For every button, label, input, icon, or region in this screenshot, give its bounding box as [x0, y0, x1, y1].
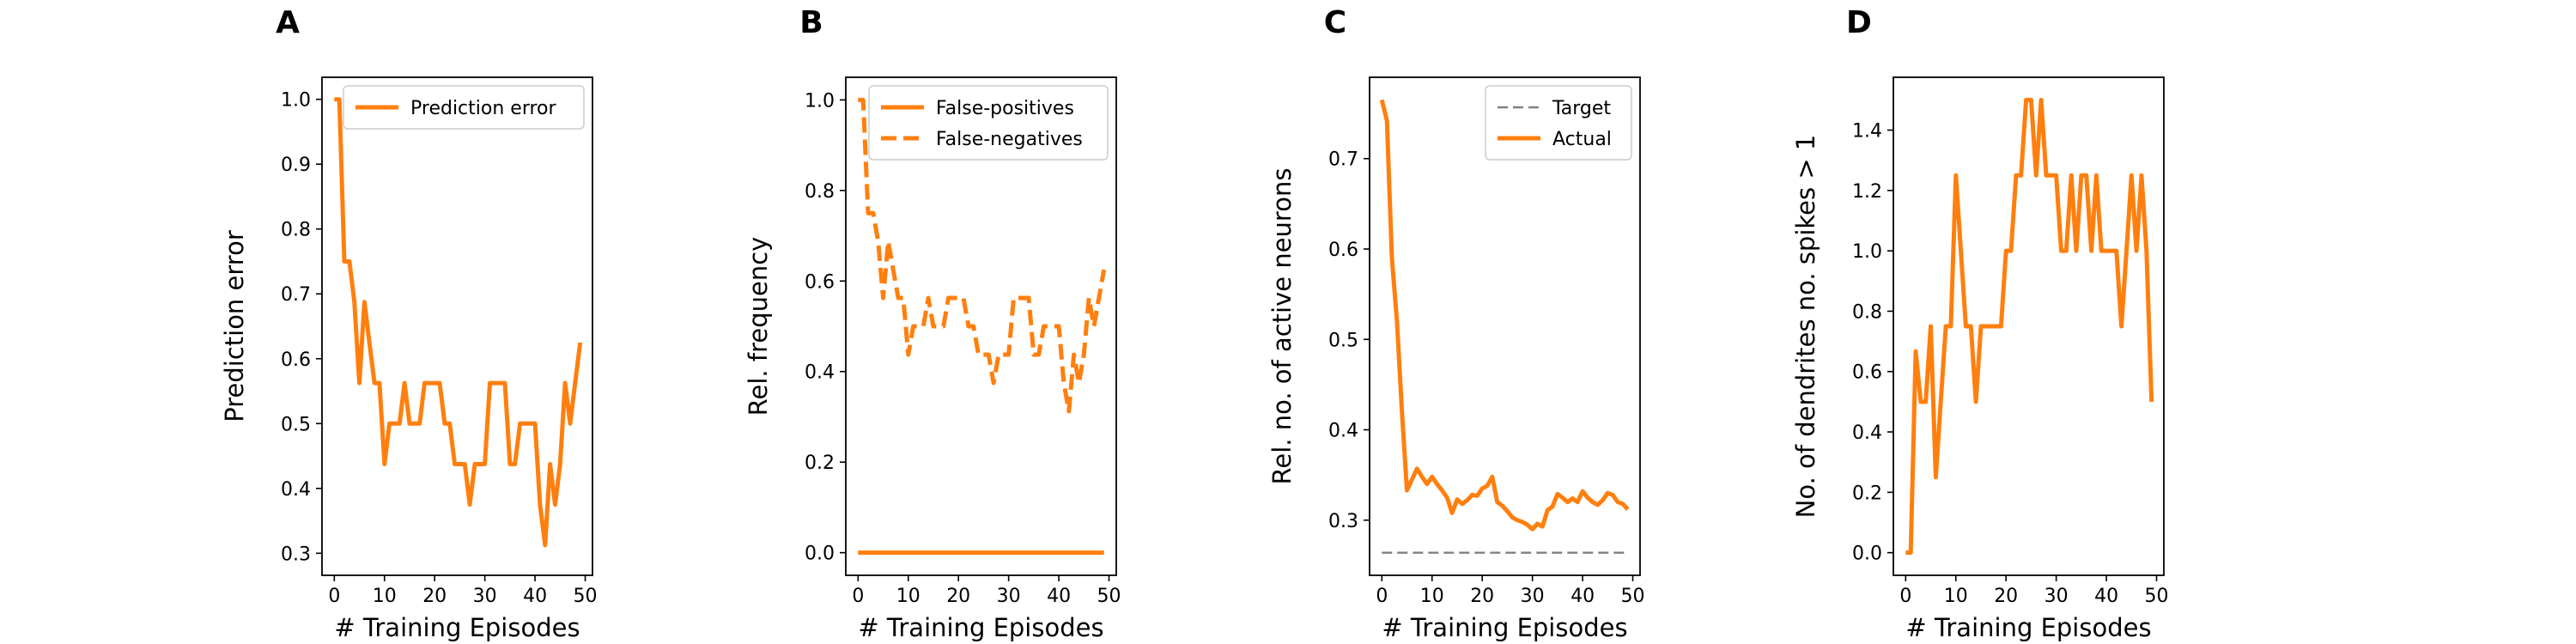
y-tick-label: 0.9 [281, 155, 311, 176]
axes-frame [845, 76, 1117, 576]
x-tick-label: 10 [1944, 586, 1968, 607]
series-line-prediction-error [334, 97, 583, 548]
legend-label: False-positives [936, 98, 1074, 119]
x-axis-label: # Training Episodes [858, 613, 1103, 642]
y-tick-label: 0.4 [1852, 422, 1882, 444]
y-tick-label: 0.4 [281, 479, 311, 501]
y-tick-label: 0.6 [1328, 240, 1358, 261]
panel-c: C 0 10 20 30 40 50 0.3 0.4 0.5 0.6 0.7 # Training Ep… [1267, 5, 1645, 642]
y-tick-label: 0.6 [805, 271, 835, 293]
y-tick-label: 0.5 [1328, 330, 1358, 351]
x-tick-label: 10 [896, 586, 920, 607]
x-tick-label: 40 [1571, 586, 1595, 607]
y-tick-label: 0.8 [805, 181, 835, 203]
y-axis-label: No. of dendrites no. spikes > 1 [1791, 135, 1820, 519]
y-tick-label: 0.4 [1328, 421, 1358, 442]
x-tick-label: 40 [2094, 586, 2118, 607]
y-tick-label: 0.6 [1852, 362, 1882, 384]
x-tick-label: 50 [574, 586, 598, 607]
y-tick-label: 1.4 [1852, 121, 1882, 143]
panel-letter: A [276, 5, 300, 40]
y-tick-label: 0.4 [805, 362, 835, 384]
y-tick-label: 0.5 [281, 414, 311, 435]
y-tick-label: 0.0 [1852, 544, 1882, 565]
x-tick-label: 40 [523, 586, 547, 607]
legend-label: False-negatives [936, 129, 1083, 150]
y-tick-label: 0.8 [281, 220, 311, 241]
x-tick-label: 0 [328, 586, 340, 607]
legend-box [1485, 85, 1632, 161]
series-line-actual [1379, 99, 1630, 532]
y-tick-label: 0.7 [281, 284, 311, 306]
y-axis-label: Rel. frequency [744, 237, 773, 416]
x-tick-label: 30 [2044, 586, 2069, 607]
y-tick-label: 0.0 [805, 544, 835, 565]
legend-box [868, 85, 1109, 161]
x-tick-label: 50 [2145, 586, 2169, 607]
axes-frame [321, 76, 593, 576]
x-tick-label: 10 [1420, 586, 1444, 607]
x-tick-label: 10 [373, 586, 397, 607]
series-line-main [1905, 97, 2154, 556]
y-axis-label: Rel. no. of active neurons [1267, 168, 1297, 485]
x-tick-label: 0 [852, 586, 864, 607]
panel-a: A 0 10 20 30 40 50 0.3 0.4 0.5 0.6 0.7 0.8 0.9 1.0 # Tr… [220, 5, 598, 642]
panel-letter: C [1324, 5, 1346, 40]
y-tick-label: 1.2 [1852, 181, 1882, 203]
x-tick-label: 20 [422, 586, 447, 607]
x-tick-label: 20 [1994, 586, 2018, 607]
axes-frame [1369, 76, 1641, 576]
y-tick-label: 1.0 [805, 90, 835, 112]
x-tick-label: 0 [1376, 586, 1388, 607]
legend: Target Actual [1485, 85, 1632, 161]
x-tick-label: 30 [997, 586, 1021, 607]
panel-letter: D [1846, 5, 1872, 40]
y-tick-label: 0.2 [805, 453, 835, 474]
y-tick-label: 1.0 [281, 90, 311, 112]
x-tick-label: 30 [473, 586, 497, 607]
x-axis-label: # Training Episodes [1905, 613, 2151, 642]
x-tick-label: 0 [1899, 586, 1911, 607]
axes-frame [1893, 76, 2165, 576]
y-tick-label: 0.7 [1328, 149, 1358, 171]
y-tick-label: 1.0 [1852, 241, 1882, 263]
legend-label: Prediction error [410, 98, 556, 119]
panel-b: B 0 10 20 30 40 50 0.0 0.2 0.4 0.6 0.8 1.0 # Training… [744, 5, 1121, 642]
y-axis-label: Prediction error [220, 230, 249, 422]
x-axis-label: # Training Episodes [334, 613, 580, 642]
legend: Prediction error [343, 85, 585, 130]
y-tick-label: 0.2 [1852, 483, 1882, 504]
series-line-false-negatives [858, 97, 1107, 414]
x-tick-label: 30 [1521, 586, 1545, 607]
x-tick-label: 40 [1047, 586, 1071, 607]
x-tick-label: 20 [1470, 586, 1494, 607]
y-tick-label: 0.3 [1328, 511, 1358, 532]
legend-box [343, 85, 585, 130]
legend-label: Actual [1552, 129, 1612, 150]
panel-d: D 0 10 20 30 40 50 0.0 0.2 0.4 0.6 0.8 1.0 1.2 1.4 # Tr… [1791, 5, 2169, 642]
y-tick-label: 0.3 [281, 544, 311, 565]
y-tick-label: 0.8 [1852, 301, 1882, 323]
x-tick-label: 50 [1621, 586, 1645, 607]
legend: False-positives False-negatives [868, 85, 1109, 161]
legend-label: Target [1552, 98, 1611, 119]
panel-letter: B [799, 5, 823, 40]
x-axis-label: # Training Episodes [1382, 613, 1627, 642]
y-tick-label: 0.6 [281, 349, 311, 371]
x-tick-label: 50 [1097, 586, 1121, 607]
x-tick-label: 20 [946, 586, 970, 607]
